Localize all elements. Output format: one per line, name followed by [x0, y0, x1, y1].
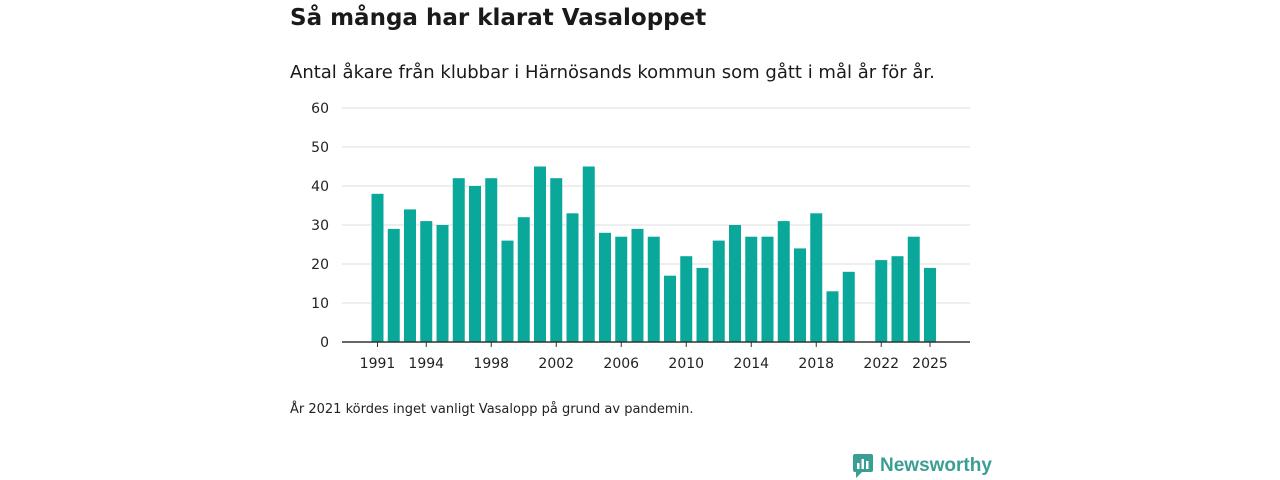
- y-tick-label: 20: [311, 257, 329, 273]
- bar-2000: [517, 217, 530, 342]
- y-tick-label: 30: [311, 218, 329, 234]
- x-tick-label: 1991: [360, 356, 396, 372]
- bar-1995: [436, 225, 449, 342]
- x-tick-label: 2002: [538, 356, 574, 372]
- bar-2009: [664, 275, 676, 342]
- newsworthy-logo-icon: [853, 454, 873, 478]
- bar-1993: [404, 209, 416, 342]
- bar-1997: [469, 186, 481, 342]
- bar-1991: [371, 193, 384, 342]
- bar-2017: [794, 248, 806, 342]
- bar-2010: [680, 256, 693, 342]
- newsworthy-logo: Newsworthy: [852, 452, 992, 480]
- x-tick-label: 1994: [408, 356, 444, 372]
- bar-1996: [452, 178, 465, 342]
- bar-1999: [501, 240, 514, 342]
- bar-2002: [550, 178, 563, 342]
- bar-2004: [582, 166, 595, 342]
- bar-2015: [761, 236, 774, 342]
- chart-subtitle: Antal åkare från klubbar i Härnösands ko…: [290, 62, 935, 83]
- bar-2008: [647, 236, 660, 342]
- bar-2019: [826, 291, 839, 342]
- bar-chart: 0 10 20 30 40 50 60 1991 1994 1998 2002 2006 2010 201…: [311, 101, 970, 372]
- y-tick-label: 60: [311, 101, 329, 117]
- footnote: År 2021 kördes inget vanligt Vasalopp på…: [290, 402, 694, 417]
- bar-2001: [534, 166, 546, 342]
- bar-2013: [729, 225, 741, 342]
- bar-2006: [615, 236, 628, 342]
- x-tick-label: 2014: [733, 356, 769, 372]
- x-tick-label: 1998: [473, 356, 509, 372]
- bar-2023: [891, 256, 904, 342]
- bar-2018: [810, 213, 823, 342]
- chart-title: Så många har klarat Vasaloppet: [290, 5, 707, 31]
- y-tick-label: 40: [311, 179, 329, 195]
- bar-1994: [420, 221, 433, 342]
- x-tick-label: 2018: [798, 356, 834, 372]
- axes: 0 10 20 30 40 50 60 1991 1994 1998 2002 2006 2010 201…: [311, 101, 970, 372]
- x-tick-label: 2022: [863, 356, 899, 372]
- bar-2025: [924, 267, 936, 342]
- bar-2007: [631, 228, 644, 342]
- bar-2012: [712, 240, 725, 342]
- bar-2016: [777, 221, 790, 342]
- bar-2003: [566, 213, 579, 342]
- bar-2022: [875, 260, 888, 342]
- bar-2005: [599, 232, 611, 342]
- x-tick-label: 2010: [668, 356, 704, 372]
- y-tick-label: 50: [311, 140, 329, 156]
- x-tick-label: 2006: [603, 356, 639, 372]
- y-tick-label: 10: [311, 296, 329, 312]
- bar-1998: [485, 178, 498, 342]
- bar-2014: [745, 236, 758, 342]
- bar-2024: [907, 236, 920, 342]
- bar-1992: [387, 228, 400, 342]
- brand-name: Newsworthy: [880, 455, 992, 476]
- x-tick-label: 2025: [912, 356, 948, 372]
- bar-2011: [696, 267, 709, 342]
- bar-2020: [842, 271, 855, 342]
- y-tick-label: 0: [320, 335, 329, 351]
- bar-series: [371, 166, 936, 342]
